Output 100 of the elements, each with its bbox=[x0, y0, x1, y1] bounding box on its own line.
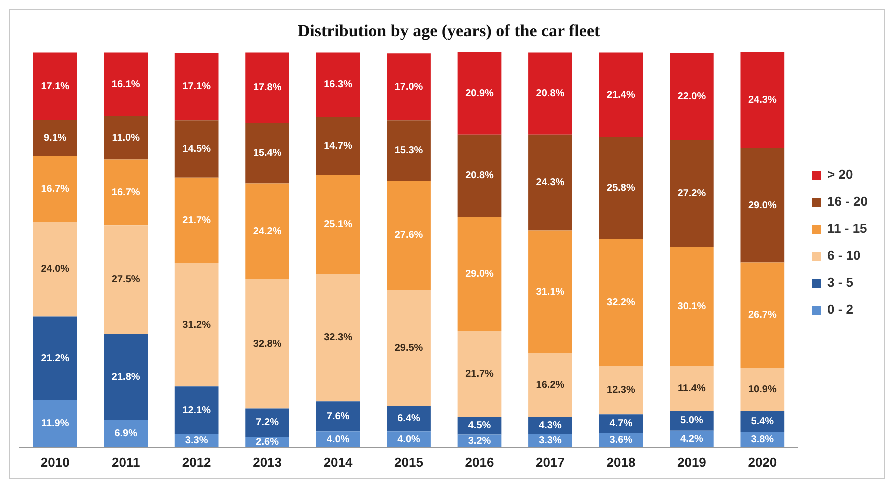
bar bbox=[33, 156, 78, 222]
bar bbox=[670, 140, 714, 248]
data-label: 11.9% bbox=[41, 418, 70, 430]
bar bbox=[104, 160, 148, 226]
data-label: 4.3% bbox=[539, 420, 562, 432]
bar bbox=[246, 279, 290, 409]
data-label: 24.0% bbox=[41, 264, 70, 276]
data-label: 29.0% bbox=[748, 200, 777, 212]
bar bbox=[174, 53, 219, 121]
bar bbox=[740, 262, 785, 368]
x-tick-label: 2011 bbox=[112, 454, 140, 470]
bar bbox=[528, 230, 572, 354]
data-label: 32.8% bbox=[253, 338, 282, 350]
data-label: 17.8% bbox=[253, 82, 282, 94]
x-tick-label: 2014 bbox=[324, 454, 354, 470]
bar bbox=[174, 178, 219, 264]
x-tick-label: 2010 bbox=[40, 454, 70, 470]
bar bbox=[174, 120, 219, 178]
data-label: 3.6% bbox=[610, 435, 633, 446]
bar bbox=[316, 175, 360, 274]
data-label: 14.5% bbox=[182, 144, 212, 156]
bar bbox=[599, 137, 644, 240]
bar bbox=[33, 120, 78, 156]
legend-label: 0 - 2 bbox=[828, 302, 854, 318]
data-label: 3.3% bbox=[185, 436, 208, 447]
bar bbox=[599, 52, 644, 138]
data-label: 31.1% bbox=[536, 286, 565, 298]
data-label: 17.1% bbox=[41, 81, 70, 92]
data-label: 16.2% bbox=[536, 380, 565, 392]
data-label: 30.1% bbox=[678, 301, 706, 312]
data-label: 27.5% bbox=[112, 274, 140, 286]
data-label: 3.3% bbox=[539, 436, 562, 447]
bar bbox=[33, 52, 78, 120]
data-label: 31.2% bbox=[182, 320, 212, 331]
bar bbox=[528, 353, 572, 418]
bar bbox=[387, 181, 431, 290]
data-label: 20.8% bbox=[536, 88, 565, 100]
data-label: 4.0% bbox=[398, 434, 421, 446]
data-label: 3.8% bbox=[751, 434, 774, 446]
x-tick-label: 2018 bbox=[606, 454, 636, 470]
bar bbox=[316, 274, 360, 402]
bar bbox=[670, 411, 714, 431]
data-label: 21.8% bbox=[112, 372, 140, 383]
legend-label: 16 - 20 bbox=[828, 194, 868, 210]
x-tick-label: 2012 bbox=[182, 454, 212, 470]
data-label: 10.9% bbox=[748, 384, 777, 396]
data-label: 22.0% bbox=[678, 91, 706, 102]
bar bbox=[740, 52, 785, 148]
bar bbox=[740, 411, 785, 432]
data-label: 4.0% bbox=[326, 434, 350, 446]
data-label: 9.1% bbox=[44, 132, 67, 144]
data-label: 16.7% bbox=[41, 184, 70, 195]
bar bbox=[670, 366, 714, 412]
data-label: 16.7% bbox=[112, 187, 140, 198]
bar bbox=[104, 116, 148, 160]
bar bbox=[458, 331, 502, 418]
data-label: 21.7% bbox=[466, 368, 494, 380]
bar bbox=[104, 420, 148, 448]
data-label: 15.4% bbox=[253, 148, 282, 160]
data-label: 4.2% bbox=[680, 434, 704, 445]
data-label: 12.1% bbox=[182, 405, 212, 416]
bar bbox=[387, 54, 431, 121]
x-tick-label: 2020 bbox=[748, 454, 778, 470]
data-label: 27.2% bbox=[678, 188, 706, 200]
data-label: 7.6% bbox=[326, 411, 350, 422]
bar bbox=[528, 134, 572, 231]
bar bbox=[33, 222, 78, 317]
data-label: 6.4% bbox=[398, 414, 421, 425]
bar bbox=[246, 184, 290, 280]
data-label: 29.5% bbox=[394, 342, 424, 354]
data-label: 14.7% bbox=[324, 140, 353, 152]
data-label: 17.1% bbox=[182, 82, 212, 93]
data-label: 21.2% bbox=[41, 353, 70, 364]
data-label: 6.9% bbox=[114, 428, 138, 440]
chart-title: Distribution by age (years) of the car fleet bbox=[298, 22, 600, 41]
data-label: 20.8% bbox=[466, 170, 494, 182]
data-label: 11.4% bbox=[678, 383, 706, 394]
bar bbox=[599, 366, 644, 415]
bar bbox=[387, 120, 431, 182]
bar bbox=[174, 386, 219, 434]
bar bbox=[458, 134, 502, 217]
legend-label: > 20 bbox=[828, 167, 854, 182]
data-label: 25.8% bbox=[607, 182, 636, 194]
x-tick-label: 2019 bbox=[677, 454, 706, 470]
data-label: 27.6% bbox=[394, 230, 424, 242]
data-label: 17.0% bbox=[394, 82, 424, 93]
bar bbox=[33, 400, 78, 448]
bar bbox=[174, 264, 219, 387]
data-label: 3.2% bbox=[468, 436, 492, 447]
bar bbox=[316, 52, 360, 118]
bar bbox=[33, 316, 78, 400]
data-label: 26.7% bbox=[748, 310, 777, 322]
data-label: 11.0% bbox=[112, 132, 140, 144]
data-label: 2.6% bbox=[256, 437, 280, 448]
bar bbox=[387, 406, 431, 432]
x-tick-label: 2016 bbox=[465, 454, 494, 470]
bar bbox=[670, 53, 714, 140]
bar bbox=[599, 239, 644, 366]
x-tick-label: 2017 bbox=[536, 454, 565, 470]
bar bbox=[316, 402, 360, 432]
